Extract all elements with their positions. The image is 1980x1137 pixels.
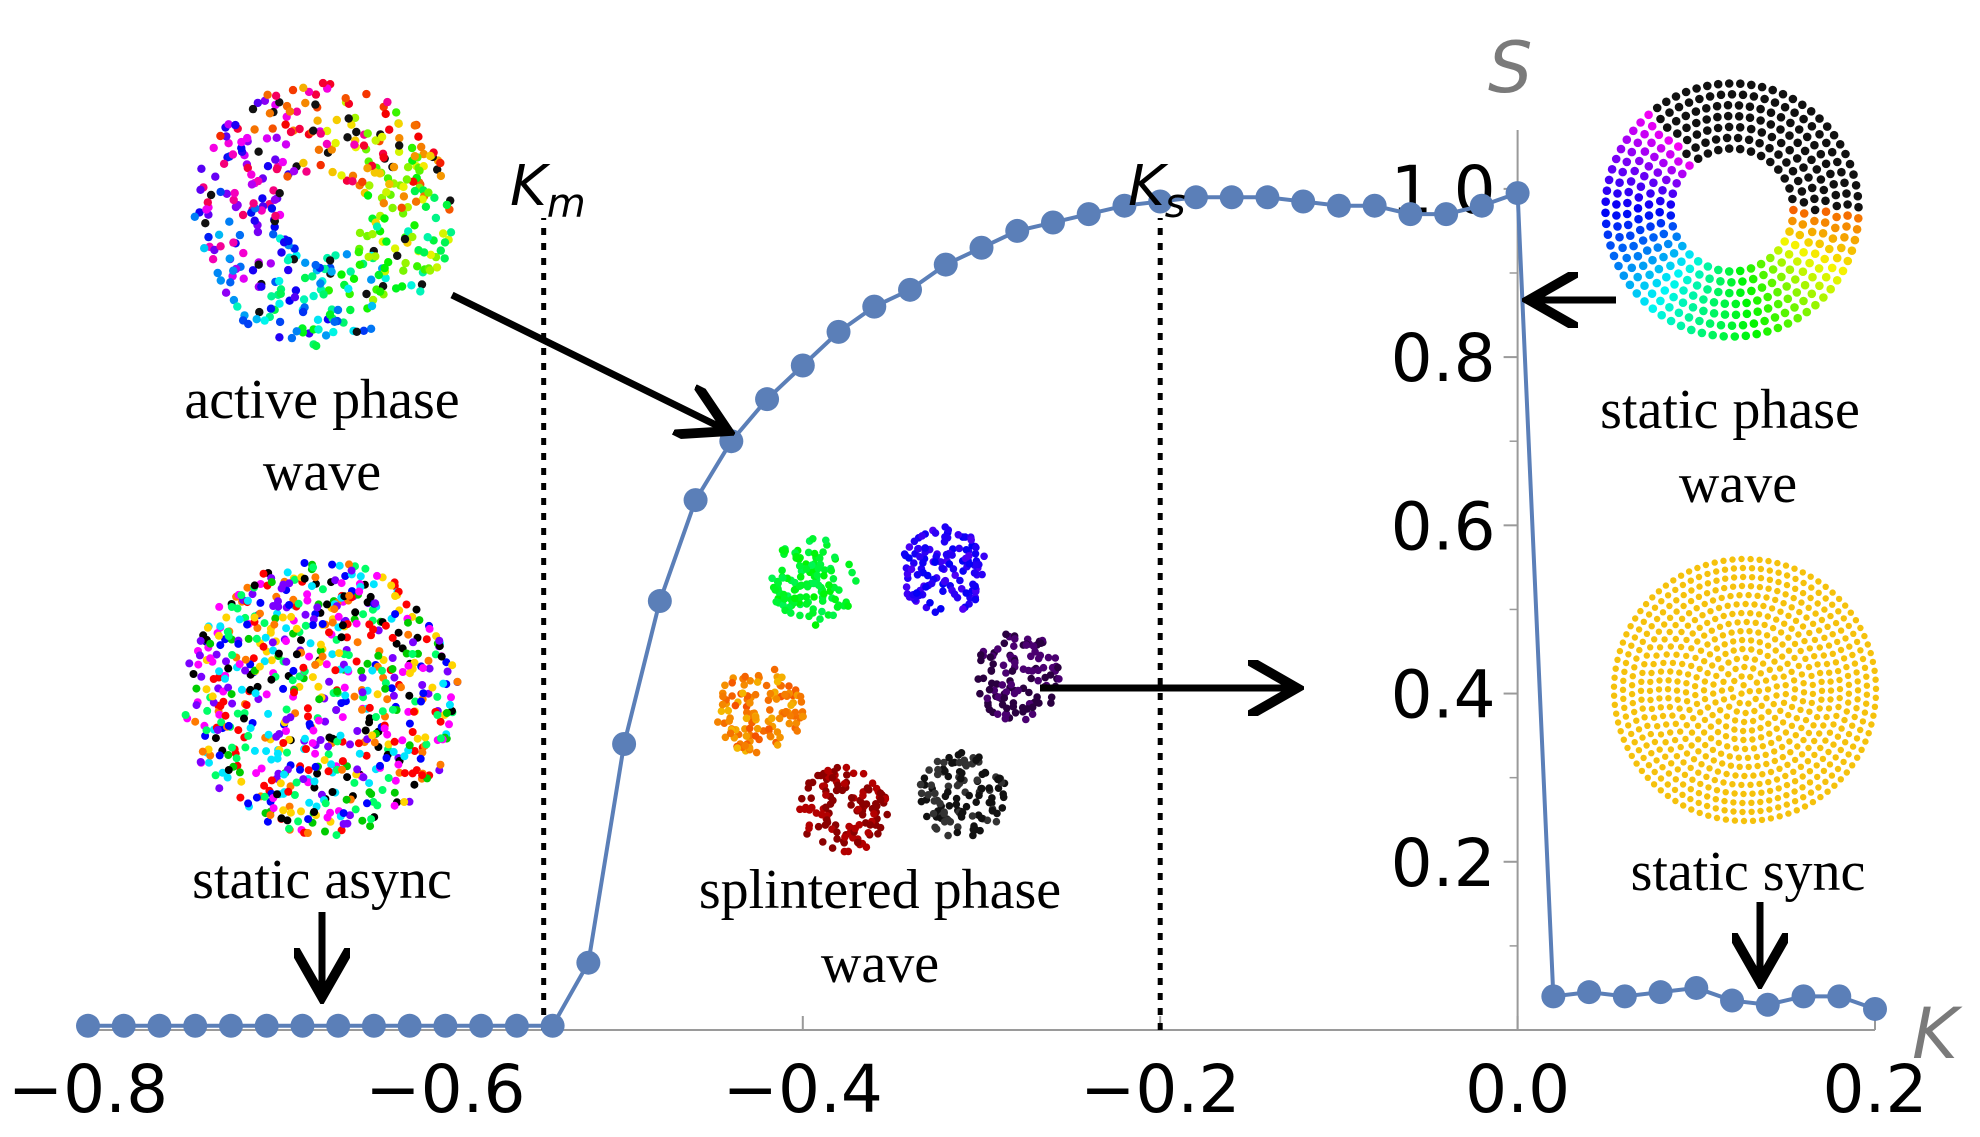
data-point [361, 1013, 386, 1038]
x-tick-label: −0.2 [1080, 1051, 1240, 1128]
data-point [612, 732, 637, 757]
data-point [1076, 202, 1101, 227]
data-point [76, 1013, 100, 1038]
data-point [1505, 181, 1530, 206]
data-point [326, 1013, 351, 1038]
x-tick-label: −0.4 [723, 1051, 883, 1128]
data-point [1684, 975, 1709, 1000]
data-point [183, 1013, 208, 1038]
data-point [1326, 193, 1351, 218]
data-point [1577, 980, 1602, 1005]
x-tick-label: 0.2 [1823, 1051, 1928, 1128]
data-point [540, 1013, 565, 1038]
x-axis-label: K [1912, 993, 1963, 1075]
data-point [1183, 185, 1208, 210]
annotation-active-line2: wave [263, 441, 381, 503]
annotation-sync: static sync [1631, 841, 1866, 903]
data-point [1219, 185, 1244, 210]
y-axis-label: S [1488, 27, 1532, 109]
y-tick-label: 0.8 [1391, 320, 1496, 397]
data-point [719, 429, 744, 454]
x-tick-label: −0.6 [365, 1051, 525, 1128]
data-point [1755, 992, 1780, 1017]
data-point [1362, 193, 1387, 218]
data-point [1040, 210, 1065, 235]
data-point [1612, 984, 1637, 1009]
data-point [1398, 202, 1423, 227]
data-point [647, 589, 672, 614]
y-tick-label: 0.6 [1391, 488, 1496, 565]
annotation-static-wave-line1: static phase [1600, 379, 1860, 441]
k-m-label: Km [510, 154, 586, 227]
data-point [1541, 984, 1566, 1009]
data-point [1291, 189, 1316, 214]
data-point [147, 1013, 172, 1038]
data-point [397, 1013, 422, 1038]
annotation-splintered-line2: wave [821, 933, 939, 995]
data-point [1112, 193, 1137, 218]
data-point [1720, 988, 1745, 1013]
x-tick-label: 0.0 [1465, 1051, 1570, 1128]
data-point [826, 319, 851, 344]
data-point [1005, 218, 1030, 243]
data-point [1791, 984, 1816, 1009]
data-point [469, 1013, 494, 1038]
splintered-phase-wave-snapshot [714, 523, 1063, 856]
annotation-static-wave-line2: wave [1679, 453, 1797, 515]
data-point [790, 353, 815, 378]
active-phase-wave-snapshot [190, 78, 456, 351]
data-point [111, 1013, 136, 1038]
data-point [898, 277, 923, 302]
data-point [433, 1013, 458, 1038]
k-s-label: Ks [1128, 154, 1186, 227]
data-point [576, 950, 601, 975]
data-point [1434, 202, 1459, 227]
data-point [254, 1013, 279, 1038]
data-point [1255, 185, 1280, 210]
data-point [1863, 996, 1887, 1021]
static-sync-snapshot [1610, 555, 1880, 825]
data-point [218, 1013, 243, 1038]
y-tick-label: 0.4 [1391, 657, 1496, 734]
data-point [755, 387, 780, 412]
data-point [1648, 980, 1673, 1005]
data-point [862, 294, 887, 319]
annotation-active-line1: active phase [184, 369, 459, 431]
static-phase-wave-snapshot [1601, 79, 1863, 341]
y-tick-label: 0.2 [1391, 825, 1496, 902]
data-point [683, 488, 708, 513]
arrow-active-to-curve [450, 291, 722, 428]
data-point [969, 235, 994, 260]
x-tick-label: −0.8 [8, 1051, 168, 1128]
data-point [1827, 984, 1852, 1009]
data-point [933, 252, 958, 277]
annotation-async: static async [192, 849, 452, 911]
data-point [290, 1013, 315, 1038]
annotation-splintered-line1: splintered phase [699, 859, 1061, 921]
static-async-snapshot [181, 559, 462, 840]
data-point [504, 1013, 529, 1038]
data-point [1148, 189, 1173, 214]
data-point [1469, 193, 1494, 218]
